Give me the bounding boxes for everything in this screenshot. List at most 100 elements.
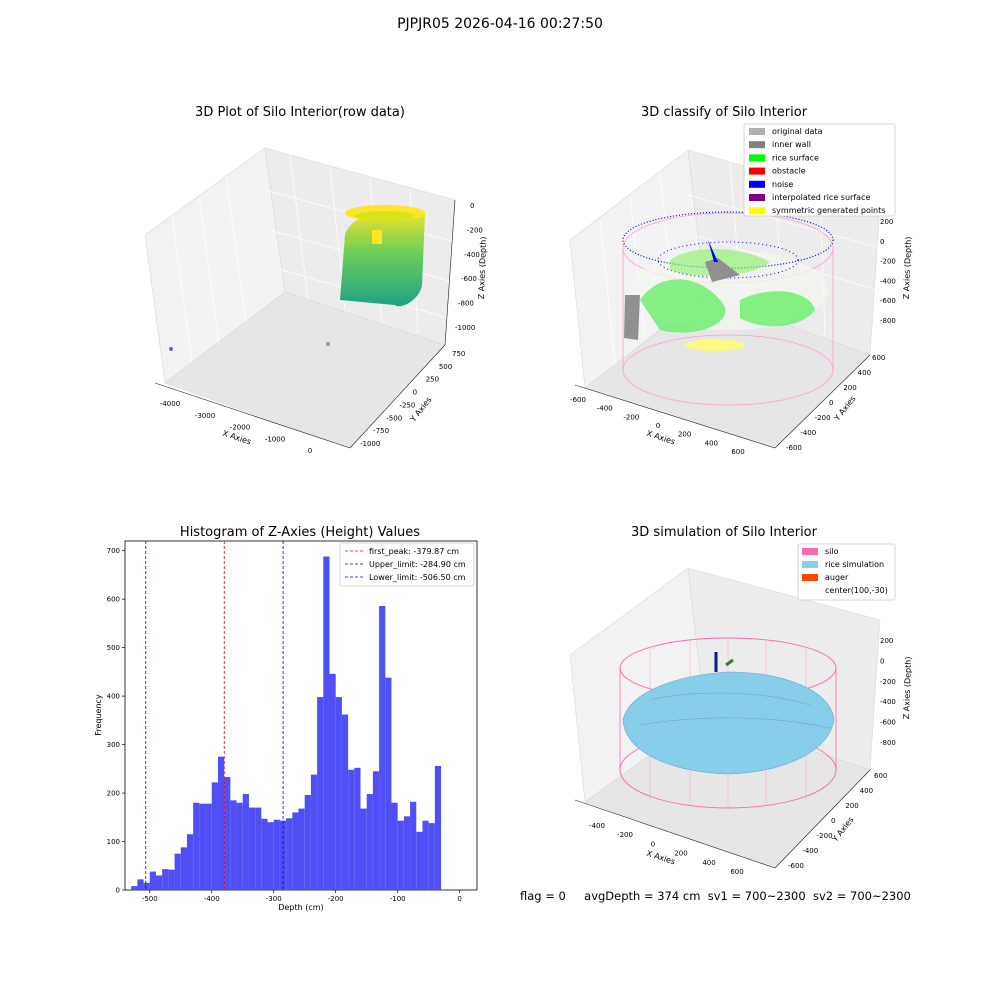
y-tick-label: -400 [802, 847, 818, 855]
legend-label: interpolated rice surface [772, 193, 870, 202]
sv2-value: sv2 = 700~2300 [812, 889, 911, 903]
x-tick-label: 400 [702, 859, 715, 867]
y-tick-label: 0 [831, 817, 835, 825]
z-tick-label: -200 [467, 226, 483, 234]
sv1-value: sv1 = 700~2300 [707, 889, 806, 903]
z-tick-label: -200 [880, 258, 896, 266]
histogram-bar [131, 886, 138, 890]
z-tick-label: 0 [880, 238, 884, 246]
y-tick-label: -600 [788, 862, 804, 870]
histogram-vlines [145, 541, 284, 890]
status-footer: flag = 0 avgDepth = 374 cm sv1 = 700~230… [520, 889, 911, 903]
histogram-bar [199, 803, 206, 890]
histogram-bar [162, 869, 169, 890]
panel3-histogram: -500 -400 -300 -200 -100 0 0 100 200 300 400 500 600… [94, 540, 478, 912]
legend-swatch [749, 207, 765, 215]
z-tick-label: -400 [880, 698, 896, 706]
histogram-bar [248, 807, 256, 890]
x-tick-label: 400 [705, 439, 718, 447]
z-tick-label: -600 [880, 297, 896, 305]
panel2-legend: original data inner wall rice surface obsta… [743, 123, 896, 217]
z-tick-label: 0 [470, 202, 474, 210]
legend-swatch [749, 154, 765, 162]
y-tick-label: 200 [843, 384, 856, 392]
z-tick-label: -600 [461, 275, 477, 283]
histogram-bar [416, 831, 423, 890]
histogram-bar [155, 875, 163, 890]
panel2-classified-points [622, 211, 834, 406]
x-tick-label: 600 [731, 448, 744, 456]
panel1-title: 3D Plot of Silo Interior(row data) [195, 105, 405, 120]
histogram-bar [186, 834, 194, 890]
y-tick-label: 700 [107, 547, 120, 555]
x-tick-label: -2000 [230, 424, 250, 432]
x-tick-label: -400 [204, 895, 220, 903]
z-axis-label: Z Axies (Depth) [477, 236, 488, 299]
avg-depth-value: avgDepth = 374 cm [584, 889, 701, 903]
x-tick-label: 0 [656, 422, 660, 430]
legend-label: noise [772, 180, 793, 189]
histogram-bar [242, 794, 249, 890]
z-tick-label: -800 [880, 739, 896, 747]
histogram-bar [224, 777, 231, 890]
histogram-bar [422, 820, 429, 890]
histogram-bar [428, 823, 435, 890]
legend-swatch [749, 141, 765, 149]
legend-label: symmetric generated points [772, 206, 885, 215]
x-tick-label: -100 [390, 895, 406, 903]
y-tick-label: 0 [116, 887, 120, 895]
z-axis-label: Z Axies (Depth) [902, 656, 913, 719]
x-tick-label: -400 [597, 405, 613, 413]
x-tick-label: -1000 [265, 435, 285, 443]
legend-label: first_peak: -379.87 cm [369, 547, 459, 556]
histogram-bar [236, 802, 243, 890]
histogram-bar [304, 794, 311, 890]
histogram-legend-box [339, 542, 475, 587]
z-axis-label: Z Axies (Depth) [902, 236, 913, 299]
x-tick-label: -400 [589, 822, 605, 830]
y-axis-label: Y Axies [832, 394, 858, 423]
histogram-bar [372, 771, 380, 890]
y-tick-label: 500 [439, 363, 452, 371]
histogram-bar [211, 782, 218, 890]
y-tick-label: 200 [845, 802, 858, 810]
histogram-bar [255, 807, 262, 890]
x-tick-label: -500 [142, 895, 158, 903]
z-tick-label: -600 [880, 719, 896, 727]
histogram-bar [292, 812, 299, 890]
x-tick-label: -200 [623, 413, 639, 421]
legend-label: Upper_limit: -284.90 cm [369, 560, 466, 569]
legend-swatch [802, 561, 818, 568]
histogram-legend: first_peak: -379.87 cm Upper_limit: -284.… [345, 547, 466, 582]
y-tick-label: 250 [426, 376, 439, 384]
legend-swatch [749, 167, 765, 175]
legend-swatch [749, 180, 765, 188]
y-tick-label: 600 [874, 772, 887, 780]
panel4-silo-simulation [619, 637, 837, 809]
x-axis-label: X Axies [645, 429, 676, 447]
histogram-bar [410, 801, 417, 890]
panel4-legend: silo rice simulation auger center(100,-30) [797, 543, 896, 601]
x-tick-label: -200 [328, 895, 344, 903]
y-tick-label: 0 [829, 399, 833, 407]
y-tick-label: -600 [786, 444, 802, 452]
x-tick-label: 0 [308, 447, 312, 455]
y-tick-label: 750 [452, 350, 465, 358]
histogram-bar [143, 882, 150, 890]
legend-swatch [802, 574, 818, 581]
z-tick-label: 200 [880, 218, 893, 226]
y-tick-label: 200 [107, 790, 120, 798]
histogram-bar [217, 756, 225, 890]
histogram-bar [193, 802, 200, 890]
y-tick-label: 0 [413, 389, 417, 397]
histogram-bar [261, 818, 268, 890]
x-tick-label: -3000 [195, 412, 215, 420]
histogram-bar [310, 774, 318, 890]
histogram-bar [379, 605, 386, 890]
histogram-bar [205, 803, 212, 890]
histogram-ticks: -500 -400 -300 -200 -100 0 0 100 200 300 400 500 600… [107, 547, 462, 903]
legend-swatch [749, 128, 765, 135]
histogram-bar [341, 714, 349, 890]
x-tick-label: 600 [730, 868, 743, 876]
